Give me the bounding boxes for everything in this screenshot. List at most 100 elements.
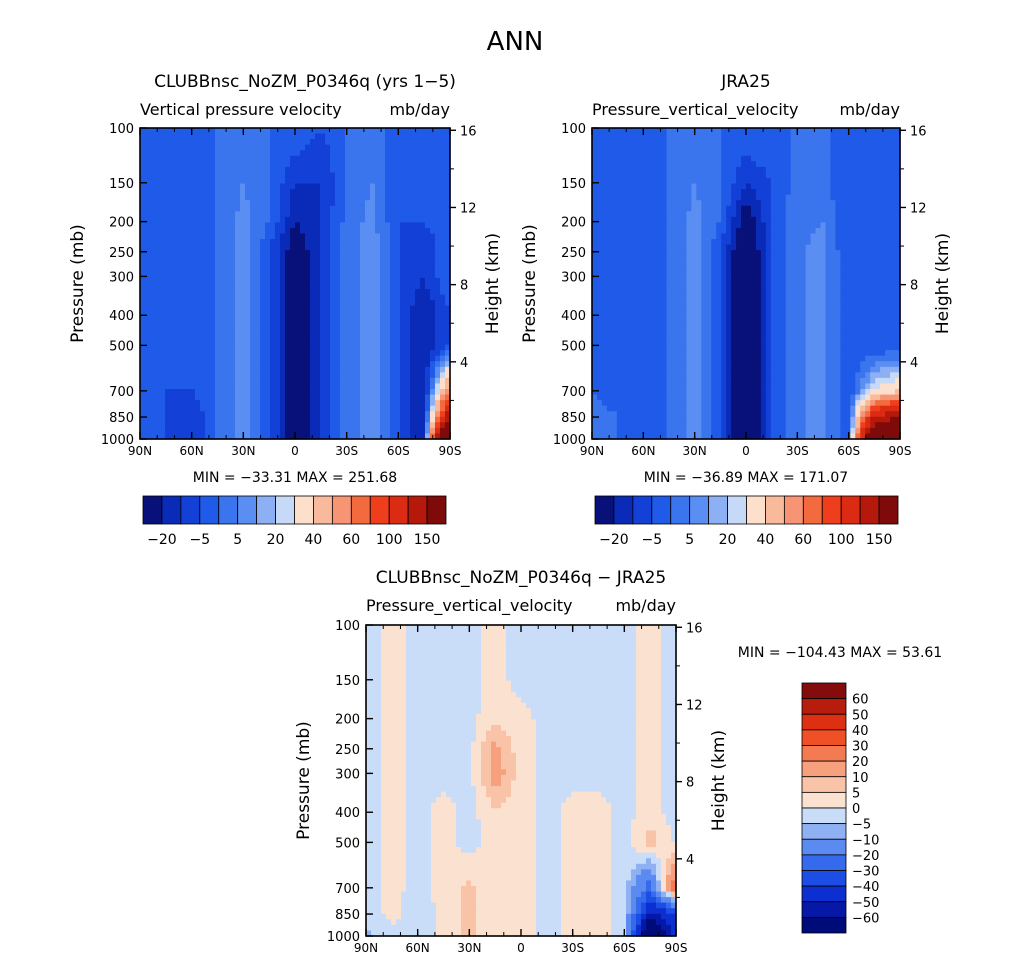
field-cell	[385, 272, 391, 278]
field-cell	[140, 339, 146, 345]
field-cell	[890, 217, 896, 223]
field-cell	[791, 195, 797, 201]
field-cell	[662, 139, 668, 145]
field-cell	[835, 250, 841, 256]
field-cell	[781, 189, 787, 195]
field-cell	[385, 322, 391, 328]
field-cell	[280, 245, 286, 251]
field-cell	[340, 156, 346, 162]
field-cell	[160, 272, 166, 278]
field-cell	[215, 239, 221, 245]
field-cell	[400, 328, 406, 334]
field-cell	[830, 211, 836, 217]
field-cell	[295, 145, 301, 151]
field-cell	[160, 378, 166, 384]
field-cell	[676, 178, 682, 184]
field-cell	[781, 156, 787, 162]
field-cell	[425, 311, 431, 317]
field-cell	[260, 156, 266, 162]
field-cell	[335, 200, 341, 206]
field-cell	[205, 178, 211, 184]
field-cell	[607, 139, 613, 145]
field-cell	[230, 306, 236, 312]
field-cell	[160, 345, 166, 351]
field-cell	[305, 389, 311, 395]
field-cell	[420, 128, 426, 134]
field-cell	[721, 156, 727, 162]
field-cell	[806, 245, 812, 251]
field-cell	[165, 406, 171, 412]
field-cell	[652, 206, 658, 212]
field-cell	[155, 339, 161, 345]
field-cell	[885, 134, 891, 140]
field-cell	[205, 217, 211, 223]
field-cell	[756, 156, 762, 162]
field-cell	[370, 217, 376, 223]
field-cell	[315, 417, 321, 423]
field-cell	[245, 333, 251, 339]
field-cell	[205, 311, 211, 317]
field-cell	[310, 167, 316, 173]
field-cell	[420, 356, 426, 362]
field-cell	[652, 189, 658, 195]
field-cell	[632, 222, 638, 228]
field-cell	[290, 311, 296, 317]
field-cell	[320, 189, 326, 195]
field-cell	[150, 372, 156, 378]
field-cell	[165, 367, 171, 373]
field-cell	[185, 239, 191, 245]
field-cell	[380, 256, 386, 262]
field-cell	[230, 145, 236, 151]
field-cell	[385, 339, 391, 345]
field-cell	[435, 222, 441, 228]
field-cell	[230, 228, 236, 234]
field-cell	[627, 150, 633, 156]
field-cell	[756, 172, 762, 178]
field-cell	[190, 422, 196, 428]
field-cell	[345, 250, 351, 256]
field-cell	[280, 200, 286, 206]
field-cell	[435, 150, 441, 156]
field-cell	[830, 184, 836, 190]
field-cell	[612, 211, 618, 217]
field-cell	[425, 417, 431, 423]
field-cell	[642, 250, 648, 256]
field-cell	[430, 411, 436, 417]
field-cell	[380, 395, 386, 401]
field-cell	[350, 367, 356, 373]
field-cell	[250, 300, 256, 306]
field-cell	[250, 367, 256, 373]
field-cell	[230, 139, 236, 145]
field-cell	[305, 356, 311, 362]
field-cell	[365, 345, 371, 351]
field-cell	[320, 300, 326, 306]
field-cell	[285, 395, 291, 401]
field-cell	[840, 145, 846, 151]
field-cell	[175, 267, 181, 273]
field-cell	[250, 245, 256, 251]
field-cell	[190, 256, 196, 262]
field-cell	[330, 245, 336, 251]
field-cell	[741, 228, 747, 234]
field-cell	[155, 300, 161, 306]
field-cell	[220, 172, 226, 178]
field-cell	[335, 272, 341, 278]
field-cell	[405, 206, 411, 212]
field-cell	[420, 189, 426, 195]
field-cell	[180, 361, 186, 367]
field-cell	[791, 139, 797, 145]
field-cell	[637, 167, 643, 173]
field-cell	[295, 428, 301, 434]
field-cell	[771, 222, 777, 228]
field-cell	[667, 250, 673, 256]
field-cell	[170, 411, 176, 417]
field-cell	[415, 350, 421, 356]
field-cell	[607, 195, 613, 201]
field-cell	[405, 267, 411, 273]
field-cell	[410, 156, 416, 162]
field-cell	[761, 167, 767, 173]
field-cell	[165, 145, 171, 151]
field-cell	[617, 189, 623, 195]
field-cell	[190, 200, 196, 206]
field-cell	[746, 200, 752, 206]
